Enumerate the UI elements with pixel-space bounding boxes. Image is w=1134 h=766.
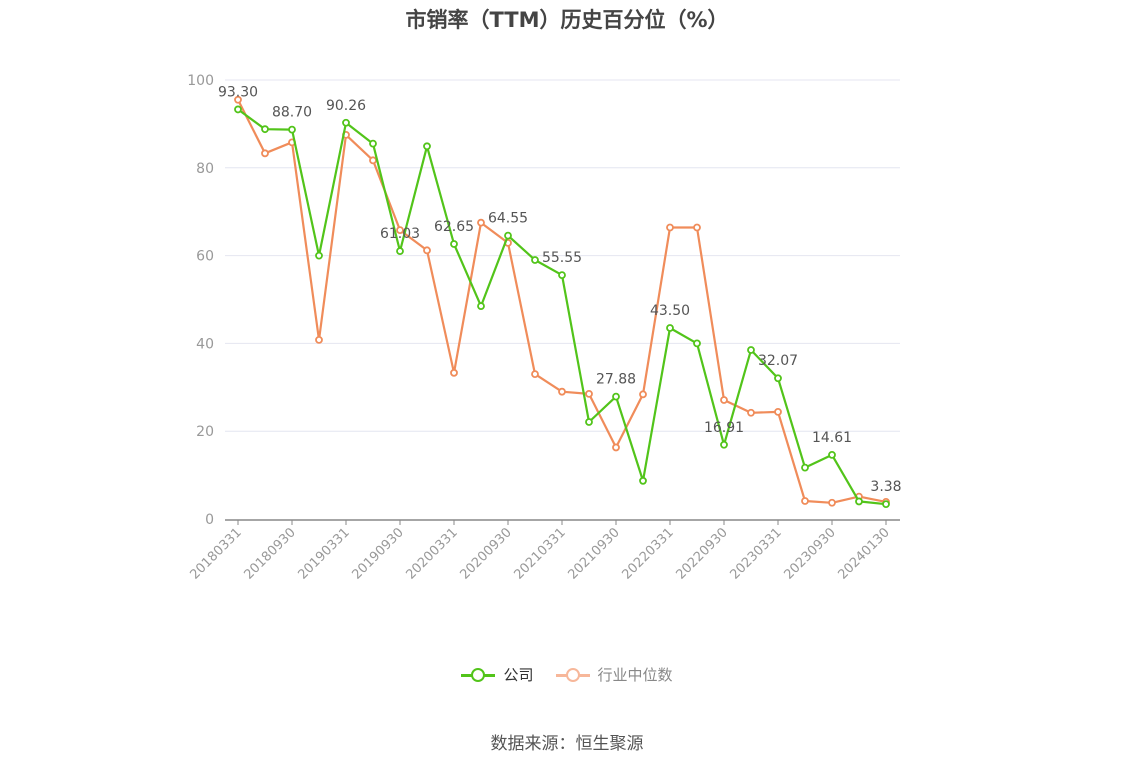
data-point-industry [234, 95, 242, 104]
data-point-industry [558, 387, 566, 396]
data-label: 3.38 [870, 479, 901, 495]
x-tick-label: 20210331 [511, 525, 568, 582]
data-point-industry [369, 156, 377, 165]
legend-swatch-industry [555, 667, 590, 682]
legend-label-industry: 行业中位数 [597, 666, 673, 684]
x-tick-label: 20230331 [727, 525, 784, 582]
x-tick-label: 20180930 [241, 525, 298, 582]
data-point-company [612, 392, 620, 401]
data-point-company [774, 374, 782, 383]
data-point-company [585, 418, 593, 426]
data-label: 27.88 [596, 372, 636, 388]
data-point-company [666, 324, 674, 332]
data-label: 93.30 [218, 84, 258, 100]
series-industry [234, 95, 890, 507]
data-label: 61.03 [380, 226, 420, 242]
chart-title: 市销率（TTM）历史百分位（%） [405, 8, 729, 32]
data-point-company [801, 463, 809, 472]
legend-label-company: 公司 [503, 666, 534, 684]
data-point-company [396, 247, 404, 255]
data-point-company [639, 476, 647, 485]
data-point-company [747, 346, 755, 354]
data-label: 14.61 [812, 430, 852, 446]
data-point-industry [774, 407, 782, 416]
y-tick-label: 80 [196, 161, 214, 177]
x-tick-label: 20240130 [835, 525, 892, 582]
data-point-company [234, 105, 242, 114]
series-line-industry [237, 99, 887, 504]
x-tick-label: 20230930 [781, 525, 838, 582]
data-source: 数据来源：恒生聚源 [490, 734, 644, 754]
data-point-company [558, 271, 566, 280]
data-point-company [828, 450, 836, 459]
data-point-industry [450, 368, 458, 377]
y-tick-label: 20 [196, 424, 214, 440]
data-point-company [342, 118, 350, 127]
data-label: 16.91 [704, 420, 744, 436]
data-point-industry [423, 246, 431, 255]
y-tick-label: 100 [187, 73, 214, 89]
data-point-company [477, 302, 485, 310]
series-company [234, 105, 890, 509]
data-point-industry [315, 335, 323, 344]
data-label: 64.55 [488, 211, 528, 227]
x-tick-label: 20210930 [565, 525, 622, 582]
data-point-company [531, 256, 539, 264]
data-point-industry [261, 149, 269, 158]
y-tick-label: 60 [196, 249, 214, 265]
data-point-industry [396, 226, 404, 235]
data-label: 90.26 [326, 98, 366, 114]
x-tick-label: 20220331 [619, 525, 676, 582]
legend-item-company[interactable]: 公司 [461, 664, 534, 685]
data-label: 32.07 [758, 353, 798, 369]
data-labels: 93.30 88.70 90.26 61.03 62.65 64.55 55.55 27.88… [218, 84, 902, 495]
x-tick-label: 20200331 [403, 525, 460, 582]
data-point-company [369, 139, 377, 148]
data-point-company [423, 142, 431, 151]
legend: 公司 行业中位数 [0, 664, 1134, 685]
data-point-company [504, 231, 512, 240]
data-point-company [315, 251, 323, 260]
data-point-industry [693, 223, 701, 232]
data-point-company [261, 125, 269, 134]
data-point-industry [531, 370, 539, 379]
data-point-company [288, 125, 296, 134]
x-tick-label: 20190930 [349, 525, 406, 582]
data-point-company [855, 497, 863, 506]
x-tick-label: 20190331 [295, 525, 352, 582]
data-point-industry [612, 443, 620, 452]
x-tick-label: 20220930 [673, 525, 730, 582]
data-point-industry [666, 223, 674, 232]
data-label: 88.70 [272, 105, 312, 121]
data-point-industry [720, 396, 728, 404]
x-tick-label: 20180331 [187, 525, 244, 582]
data-point-industry [747, 408, 755, 417]
data-point-industry [639, 390, 647, 399]
data-label: 43.50 [650, 303, 690, 319]
y-axis-ticks: 0 20 40 60 80 100 [187, 73, 214, 528]
y-tick-label: 40 [196, 336, 214, 352]
legend-swatch-company [461, 667, 496, 682]
legend-item-industry[interactable]: 行业中位数 [555, 664, 673, 685]
data-point-industry [585, 389, 593, 398]
data-point-company [882, 500, 890, 509]
data-label: 55.55 [542, 250, 582, 266]
data-point-company [450, 240, 458, 248]
x-axis: 2018033120180930201903312019093020200331… [187, 519, 900, 583]
data-point-company [693, 339, 701, 348]
y-tick-label: 0 [205, 512, 214, 528]
data-point-industry [477, 218, 485, 227]
data-point-industry [801, 497, 809, 505]
data-point-company [720, 440, 728, 449]
data-label: 62.65 [434, 219, 474, 235]
x-tick-label: 20200930 [457, 525, 514, 582]
data-point-industry [828, 498, 836, 507]
